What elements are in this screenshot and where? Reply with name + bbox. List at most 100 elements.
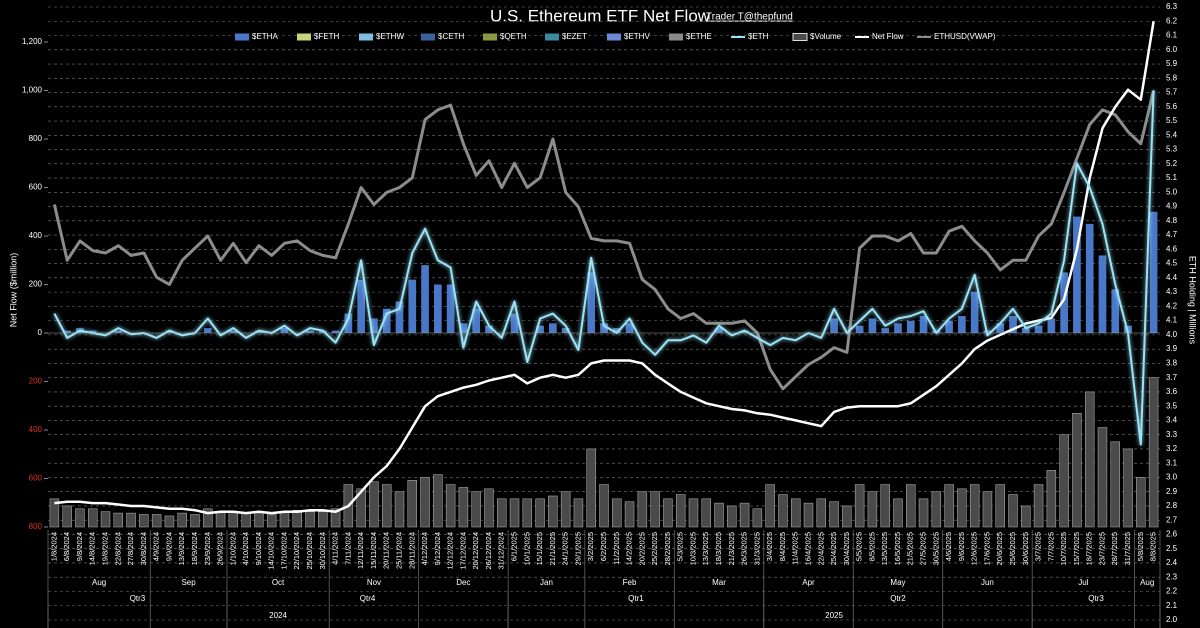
- x-tick-label: 19/8/2024: [101, 532, 110, 565]
- x-tick-label: 26/9/2024: [216, 532, 225, 565]
- volume-bar: [305, 511, 315, 528]
- y2-tick-label: 3.8: [1166, 359, 1178, 368]
- flow-bar: [255, 330, 263, 333]
- volume-bar: [215, 511, 226, 528]
- volume-bar: [791, 498, 801, 528]
- flow-bar: [740, 330, 749, 333]
- x-tick-label: 3/4/2025: [765, 532, 774, 561]
- series-line: [54, 21, 1155, 515]
- legend-swatch: [607, 33, 621, 41]
- x-tick-label: 17/12/2024: [458, 532, 467, 570]
- volume-bar: [1110, 441, 1120, 528]
- volume-bar: [727, 505, 737, 528]
- x-tick-label: 30/10/2024: [318, 532, 327, 570]
- volume-bar: [688, 498, 699, 528]
- y2-tick-label: 3.7: [1166, 373, 1178, 382]
- legend-label: $ETHE: [686, 32, 712, 41]
- x-tick-label: 30/8/2024: [139, 532, 148, 565]
- x-tick-label: 29/1/2025: [573, 532, 582, 565]
- x-tick-label: 4/10/2024: [241, 532, 250, 565]
- volume-bar: [663, 498, 673, 528]
- y2-axis-label: ETH Holding | Millions: [1188, 256, 1198, 345]
- volume-bar: [1097, 427, 1108, 528]
- flow-bar: [715, 328, 723, 333]
- series-line: [52, 90, 1156, 391]
- y-tick-label: 0: [38, 328, 43, 337]
- x-tick-label: 10/3/2025: [688, 532, 697, 565]
- x-tick-label: 11/2/2025: [612, 532, 621, 565]
- legend-swatch: [669, 33, 683, 41]
- y-tick-label: 200: [29, 377, 43, 386]
- volume-bar: [906, 484, 916, 528]
- x-tick-label: 21/3/2025: [727, 532, 736, 565]
- x-tick-label: 17/6/2025: [982, 532, 991, 565]
- x-tick-label: 13/9/2024: [177, 532, 186, 565]
- flow-bar: [446, 284, 455, 333]
- volume-bar: [880, 484, 890, 528]
- x-tick-label: 9/10/2024: [254, 532, 263, 565]
- x-tick-label: 5/5/2025: [855, 532, 864, 561]
- flow-bar: [395, 301, 404, 333]
- y2-tick-label: 3.5: [1166, 401, 1178, 410]
- x-tick-label: 18/9/2024: [190, 532, 199, 565]
- month-label: Jul: [1078, 578, 1088, 587]
- flow-bar: [1085, 223, 1094, 333]
- legend-swatch: [792, 33, 808, 41]
- x-tick-label: 30/5/2025: [931, 532, 940, 565]
- month-label: Aug: [1140, 578, 1154, 587]
- volume-bar: [944, 484, 954, 528]
- flow-bar: [510, 313, 519, 333]
- y2-tick-label: 4.6: [1166, 244, 1178, 253]
- x-tick-label: 3/7/2025: [1034, 532, 1043, 561]
- legend-label: $CETH: [438, 32, 464, 41]
- legend-label: Net Flow: [872, 32, 904, 41]
- month-label: Jan: [540, 578, 553, 587]
- y2-tick-label: 4.5: [1166, 259, 1178, 268]
- flow-bar: [958, 316, 966, 333]
- x-tick-label: 12/12/2024: [446, 532, 455, 570]
- y-axis-label: Net Flow ($million): [8, 253, 18, 328]
- x-tick-label: 4/12/2024: [420, 532, 429, 565]
- flow-bar: [331, 330, 340, 333]
- x-tick-label: 30/6/2025: [1021, 532, 1030, 565]
- y-tick-label: 800: [29, 134, 43, 143]
- volume-bar: [381, 484, 392, 528]
- volume-bar: [957, 488, 967, 528]
- y2-tick-label: 5.7: [1166, 88, 1178, 97]
- y2-tick-label: 3.6: [1166, 387, 1178, 396]
- quarter-label: Qtr3: [130, 594, 146, 603]
- flow-bar: [894, 323, 902, 333]
- volume-bar: [228, 511, 239, 528]
- x-tick-label: 25/6/2025: [1008, 532, 1017, 565]
- flow-bar: [1047, 318, 1056, 333]
- legend-label: $Volume: [810, 32, 842, 41]
- y2-tick-label: 5.8: [1166, 73, 1178, 82]
- x-tick-label: 8/4/2025: [778, 532, 787, 561]
- legend-label: $ETHA: [252, 32, 278, 41]
- x-tick-label: 4/9/2024: [152, 532, 161, 561]
- y2-tick-label: 6.0: [1166, 45, 1178, 54]
- y2-tick-label: 6.1: [1166, 31, 1178, 40]
- x-tick-label: 25/2/2025: [650, 532, 659, 565]
- volume-bar: [139, 514, 149, 528]
- flow-bar: [1021, 328, 1030, 333]
- x-tick-label: 15/7/2025: [1072, 532, 1081, 565]
- x-tick-label: 7/11/2024: [343, 532, 352, 565]
- volume-bar: [586, 448, 596, 528]
- volume-bar: [560, 491, 571, 528]
- x-tick-label: 1/8/2024: [49, 532, 58, 561]
- y2-tick-label: 2.4: [1166, 558, 1178, 567]
- volume-bar: [854, 484, 865, 528]
- flow-bar: [1073, 216, 1081, 333]
- month-label: Mar: [712, 578, 726, 587]
- volume-bar: [842, 505, 852, 528]
- volume-bar: [675, 494, 686, 528]
- volume-bar: [75, 508, 85, 528]
- volume-bar: [266, 514, 277, 528]
- x-tick-label: 9/9/2024: [164, 532, 173, 561]
- x-tick-label: 20/2/2025: [637, 532, 646, 565]
- volume-bar: [164, 515, 175, 528]
- legend-label: $FETH: [314, 32, 340, 41]
- x-tick-label: 25/11/2024: [394, 532, 403, 569]
- x-tick-label: 20/12/2024: [471, 532, 480, 570]
